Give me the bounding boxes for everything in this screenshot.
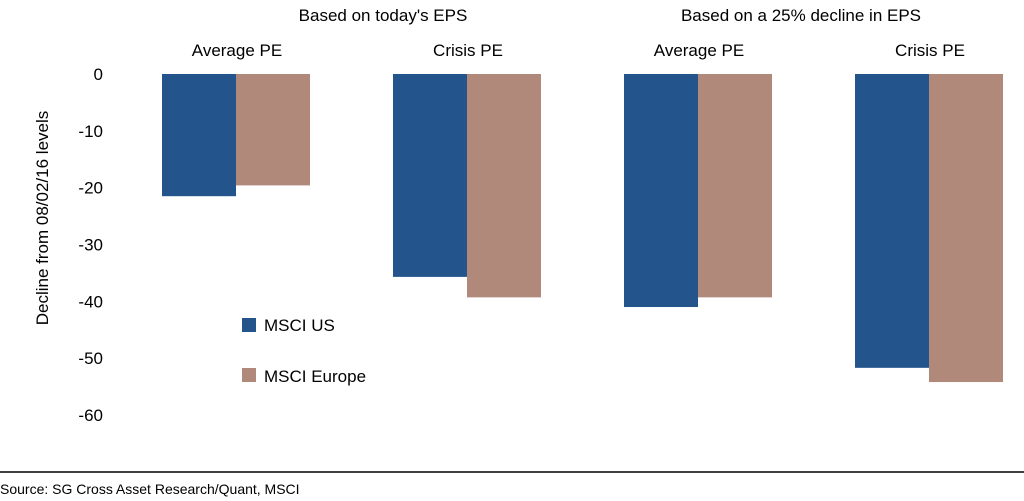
y-tick-label: -10: [78, 122, 103, 141]
source-note: Source: SG Cross Asset Research/Quant, M…: [0, 481, 300, 497]
legend-swatch-msci-europe: [242, 368, 256, 382]
bar-msci-europe-1: [236, 74, 310, 186]
legend: MSCI US MSCI Europe: [242, 316, 366, 386]
y-tick-label: -50: [78, 349, 103, 368]
category-label-4: Crisis PE: [895, 41, 965, 60]
bar-msci-us-4: [855, 74, 929, 368]
bar-msci-us-2: [393, 74, 467, 277]
category-label-2: Crisis PE: [433, 41, 503, 60]
y-tick-label: -30: [78, 236, 103, 255]
bars: [162, 74, 1003, 383]
bar-msci-europe-4: [929, 74, 1003, 383]
bar-msci-us-3: [624, 74, 698, 308]
bar-msci-europe-3: [698, 74, 772, 298]
legend-label-msci-us: MSCI US: [264, 316, 335, 335]
y-axis-title: Decline from 08/02/16 levels: [33, 111, 52, 326]
legend-label-msci-europe: MSCI Europe: [264, 367, 366, 386]
group-header-1: Based on today's EPS: [299, 6, 468, 25]
y-tick-label: -60: [78, 406, 103, 425]
y-tick-label: -20: [78, 179, 103, 198]
bar-msci-us-1: [162, 74, 236, 197]
category-label-1: Average PE: [192, 41, 282, 60]
group-header-2: Based on a 25% decline in EPS: [681, 6, 921, 25]
y-tick-label: 0: [94, 65, 103, 84]
category-label-3: Average PE: [654, 41, 744, 60]
y-axis-ticks: 0 -10 -20 -30 -40 -50 -60: [78, 65, 103, 425]
y-tick-label: -40: [78, 292, 103, 311]
legend-swatch-msci-us: [242, 318, 256, 332]
bar-msci-europe-2: [467, 74, 541, 298]
